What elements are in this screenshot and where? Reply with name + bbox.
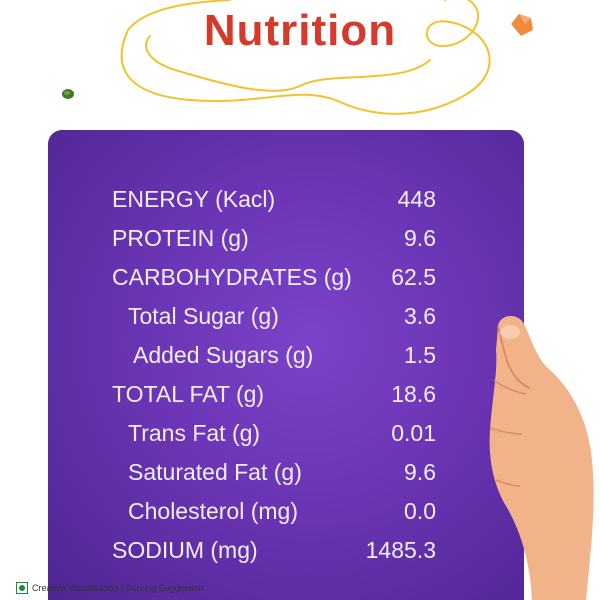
page-title: Nutrition [203, 6, 397, 55]
nutrient-value: 0.0 [404, 498, 436, 524]
nutrition-card: ENERGY (Kacl) 448 PROTEIN (g) 9.6 CARBOHYDRA… [48, 130, 524, 600]
nutrient-value: 1.5 [404, 342, 436, 368]
hand-illustration [489, 315, 594, 600]
footer-note: Creative Visualisation | Serving Suggest… [32, 583, 204, 593]
nutrient-value: 62.5 [391, 264, 436, 290]
nutrient-label: PROTEIN (g) [112, 225, 249, 251]
nutrient-row: Saturated Fat (g) 9.6 [48, 459, 524, 491]
nutrient-label: TOTAL FAT (g) [112, 381, 265, 407]
nutrient-value: 9.6 [404, 459, 436, 485]
nutrient-value: 18.6 [391, 381, 436, 407]
nutrient-label: Cholesterol (mg) [128, 498, 298, 524]
nutrient-row: SODIUM (mg) 1485.3 [48, 537, 524, 569]
nutrient-label: ENERGY (Kacl) [112, 186, 276, 212]
veg-symbol-icon [16, 582, 28, 594]
nutrient-row: ENERGY (Kacl) 448 [48, 186, 524, 218]
leaf-decoration [62, 89, 74, 99]
nutrient-value: 1485.3 [365, 537, 436, 563]
nutrient-label: CARBOHYDRATES (g) [112, 264, 352, 290]
nutrient-label: Trans Fat (g) [128, 420, 261, 446]
fruit-piece-decoration [511, 14, 533, 36]
squiggle-decoration [120, 0, 491, 115]
nutrient-value: 0.01 [391, 420, 436, 446]
nutrient-row: Added Sugars (g) 1.5 [48, 342, 524, 374]
nutrient-row: Trans Fat (g) 0.01 [48, 420, 524, 452]
nutrient-value: 448 [397, 186, 436, 212]
footer: Creative Visualisation | Serving Suggest… [16, 580, 204, 596]
nutrient-row: Cholesterol (mg) 0.0 [48, 498, 524, 530]
nutrient-row: Total Sugar (g) 3.6 [48, 303, 524, 335]
nutrient-row: CARBOHYDRATES (g) 62.5 [48, 264, 524, 296]
nutrient-label: Added Sugars (g) [133, 342, 314, 368]
nutrient-label: SODIUM (mg) [112, 537, 258, 563]
nutrient-row: PROTEIN (g) 9.6 [48, 225, 524, 257]
nutrient-row: TOTAL FAT (g) 18.6 [48, 381, 524, 413]
nutrient-value: 3.6 [404, 303, 436, 329]
nutrient-label: Total Sugar (g) [128, 303, 279, 329]
nutrient-label: Saturated Fat (g) [128, 459, 302, 485]
nutrient-value: 9.6 [404, 225, 436, 251]
